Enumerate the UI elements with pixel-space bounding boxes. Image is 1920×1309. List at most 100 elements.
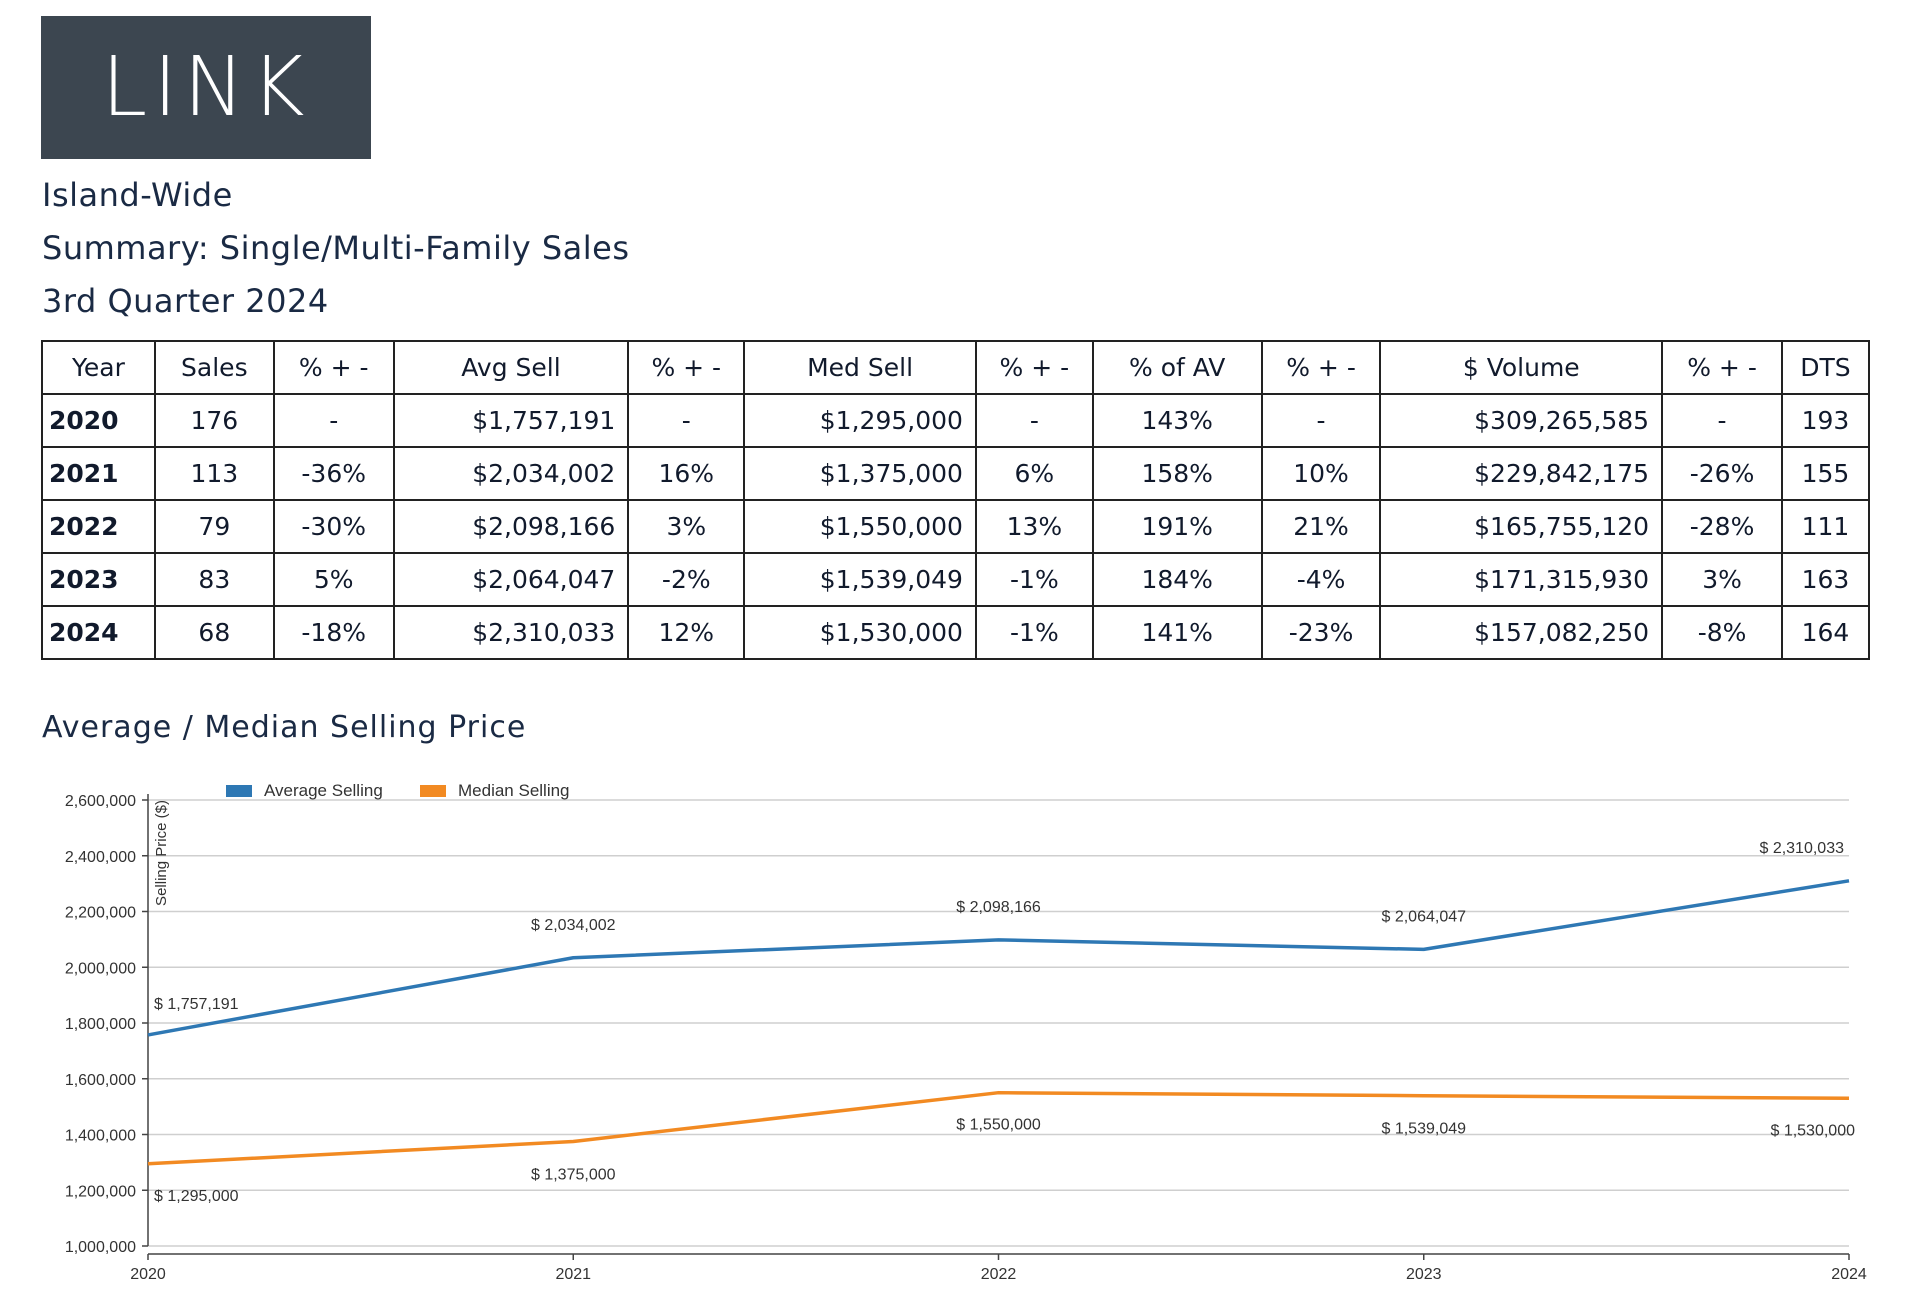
selling-price-line-chart: 1,000,000 1,200,000 1,400,000 1,600,000 1,80… [65,781,1867,1283]
legend-label: Average Selling [264,781,383,800]
table-cell: - [627,393,746,448]
data-label: $ 1,757,191 [154,996,239,1013]
table-cell: $2,034,002 [392,446,630,501]
table-cell: $2,098,166 [392,499,630,554]
col-header: Year [41,340,156,395]
table-header-row: Year Sales % + - Avg Sell % + - Med Sell… [41,340,1871,395]
table-row: 2023 83 5% $2,064,047 -2% $1,539,049 -1% 184% -4… [41,552,1871,607]
y-tick-label: 2,400,000 [65,849,136,866]
data-label: $ 1,375,000 [531,1166,616,1183]
table-cell: 143% [1091,393,1263,448]
table-cell: $229,842,175 [1379,446,1664,501]
col-header: Med Sell [743,340,977,395]
series-line-median [147,1090,1850,1166]
data-label: $ 1,539,049 [1381,1121,1466,1138]
data-label: $ 1,530,000 [1770,1122,1855,1139]
year-cell: 2021 [41,446,156,501]
y-tick-label: 2,600,000 [65,793,136,810]
table-cell: 184% [1091,552,1263,607]
table-cell: 79 [153,499,275,554]
table-cell: $1,757,191 [392,393,630,448]
link-logo: LINK [41,16,371,159]
col-header: DTS [1780,340,1871,395]
table-cell: 191% [1091,499,1263,554]
table-cell: 158% [1091,446,1263,501]
y-tick-label: 1,800,000 [65,1016,136,1033]
table-cell: -28% [1661,499,1783,554]
x-tick-label: 2020 [130,1266,166,1283]
col-header: % + - [1661,340,1783,395]
col-header: % + - [272,340,395,395]
series-line-average [147,879,1850,1037]
col-header: % + - [1260,340,1382,395]
year-cell: 2022 [41,499,156,554]
table-cell: 21% [1260,499,1382,554]
table-cell: $1,550,000 [743,499,977,554]
x-tick-label: 2022 [981,1266,1017,1283]
table-cell: 141% [1091,605,1263,660]
col-header: % + - [627,340,746,395]
table-cell: 113 [153,446,275,501]
table-cell: -26% [1661,446,1783,501]
sales-summary-table: Year Sales % + - Avg Sell % + - Med Sell… [41,340,1871,660]
y-axis-label: Selling Price ($) [153,800,170,906]
table-cell: $2,310,033 [392,605,630,660]
table-cell: -36% [272,446,395,501]
table-cell: 16% [627,446,746,501]
logo-text: LINK [101,40,311,135]
y-tick-label: 1,000,000 [65,1239,136,1256]
table-cell: - [272,393,395,448]
table-cell: 163 [1780,552,1871,607]
table-cell: - [1260,393,1382,448]
table-cell: 3% [627,499,746,554]
y-tick-label: 1,400,000 [65,1128,136,1145]
table-cell: -18% [272,605,395,660]
table-cell: 193 [1780,393,1871,448]
table-cell: -30% [272,499,395,554]
table-cell: $1,530,000 [743,605,977,660]
year-cell: 2023 [41,552,156,607]
table-cell: 12% [627,605,746,660]
col-header: % of AV [1091,340,1263,395]
table-cell: 5% [272,552,395,607]
col-header: % + - [974,340,1094,395]
table-cell: -4% [1260,552,1382,607]
table-cell: 68 [153,605,275,660]
table-cell: $1,295,000 [743,393,977,448]
data-label: $ 2,064,047 [1381,908,1466,925]
table-cell: $165,755,120 [1379,499,1664,554]
table-cell: - [1661,393,1783,448]
table-row: 2020 176- $1,757,191- $1,295,000-143% - $309,… [41,393,1871,448]
y-tick-label: 2,000,000 [65,960,136,977]
data-label: $ 2,034,002 [531,917,616,934]
table-cell: 164 [1780,605,1871,660]
legend-swatch [226,785,252,797]
y-tick-label: 1,200,000 [65,1183,136,1200]
area-heading: Island-Wide [42,176,233,214]
x-tick-label: 2023 [1406,1266,1442,1283]
y-tick-label: 2,200,000 [65,905,136,922]
table-cell: $1,375,000 [743,446,977,501]
table-cell: $309,265,585 [1379,393,1664,448]
table-row: 2024 68 -18% $2,310,033 12% $1,530,000 -1% 141%… [41,605,1871,660]
summary-heading: Summary: Single/Multi-Family Sales [42,229,630,267]
data-label: $ 2,310,033 [1759,840,1844,857]
table-cell: 10% [1260,446,1382,501]
table-cell: -8% [1661,605,1783,660]
table-cell: $1,539,049 [743,552,977,607]
table-cell: 13% [974,499,1094,554]
table-cell: - [974,393,1094,448]
table-cell: 3% [1661,552,1783,607]
year-cell: 2024 [41,605,156,660]
table-cell: $157,082,250 [1379,605,1664,660]
table-cell: 176 [153,393,275,448]
data-label: $ 2,098,166 [956,899,1041,916]
y-tick-label: 1,600,000 [65,1072,136,1089]
table-cell: -23% [1260,605,1382,660]
table-cell: $171,315,930 [1379,552,1664,607]
data-label: $ 1,550,000 [956,1117,1041,1134]
col-header: Sales [153,340,275,395]
legend-label: Median Selling [458,781,570,800]
table-cell: 111 [1780,499,1871,554]
